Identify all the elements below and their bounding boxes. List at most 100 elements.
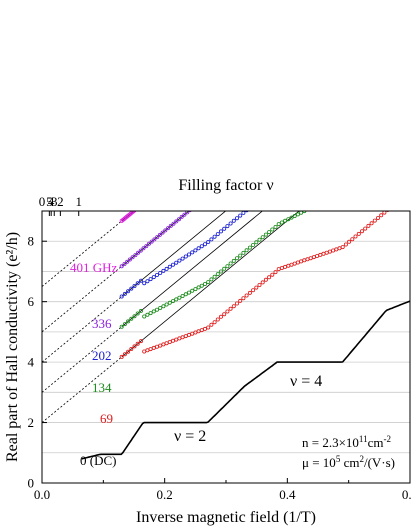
data-point bbox=[209, 322, 214, 327]
data-point bbox=[212, 274, 217, 279]
data-point bbox=[145, 312, 150, 317]
data-point bbox=[199, 328, 204, 333]
top-tick-label: 5 bbox=[46, 194, 53, 209]
data-point bbox=[142, 281, 147, 286]
data-point bbox=[289, 262, 294, 267]
data-point bbox=[299, 259, 304, 264]
data-point bbox=[270, 272, 275, 277]
data-point bbox=[132, 211, 137, 213]
data-point bbox=[174, 219, 179, 224]
data-point bbox=[248, 206, 251, 209]
data-point bbox=[126, 319, 131, 324]
data-point bbox=[318, 252, 323, 257]
extrapolation-line bbox=[42, 220, 122, 287]
data-point bbox=[148, 311, 153, 316]
series-label: 336 bbox=[92, 316, 112, 331]
data-point bbox=[241, 250, 246, 255]
data-point bbox=[231, 218, 236, 223]
y-axis-title: Real part of Hall conductivity (e²/h) bbox=[4, 232, 21, 462]
data-point bbox=[241, 296, 246, 301]
data-point bbox=[359, 229, 364, 234]
top-tick-label: 3 bbox=[51, 194, 58, 209]
data-point bbox=[151, 345, 156, 350]
data-point bbox=[257, 237, 262, 242]
data-point bbox=[196, 285, 201, 290]
classical-line bbox=[121, 211, 227, 297]
data-point bbox=[238, 253, 243, 258]
data-point bbox=[212, 320, 217, 325]
data-point bbox=[183, 292, 188, 297]
data-point bbox=[135, 341, 140, 346]
data-point bbox=[142, 349, 147, 354]
data-point bbox=[312, 205, 315, 208]
y-tick-label: 2 bbox=[28, 415, 35, 430]
top-tick-label: 1 bbox=[75, 194, 82, 209]
density-annotation: n = 2.3×1011cm-2 bbox=[302, 434, 391, 450]
data-point bbox=[129, 286, 134, 291]
data-point bbox=[171, 221, 176, 226]
data-point bbox=[212, 234, 217, 239]
data-point bbox=[206, 239, 211, 244]
data-point bbox=[148, 347, 153, 352]
classical-line bbox=[121, 211, 190, 267]
x-tick-label: 0.0 bbox=[34, 487, 50, 502]
data-point bbox=[234, 301, 239, 306]
data-point bbox=[188, 211, 192, 213]
nu4-label: ν = 4 bbox=[290, 373, 322, 390]
data-point bbox=[286, 263, 291, 268]
data-point bbox=[149, 239, 154, 244]
data-point bbox=[196, 329, 201, 334]
data-point bbox=[228, 306, 233, 311]
data-point bbox=[337, 246, 342, 251]
data-point bbox=[260, 235, 265, 240]
data-point bbox=[135, 207, 138, 210]
data-point bbox=[234, 256, 239, 261]
data-point bbox=[174, 297, 179, 302]
data-point bbox=[353, 234, 358, 239]
data-point bbox=[122, 322, 127, 327]
data-point bbox=[375, 215, 380, 220]
data-point bbox=[292, 213, 297, 218]
data-point bbox=[130, 255, 135, 260]
data-point bbox=[132, 344, 137, 349]
data-point bbox=[152, 237, 157, 242]
data-point bbox=[215, 272, 220, 277]
y-tick-label: 6 bbox=[28, 294, 35, 309]
data-point bbox=[270, 227, 275, 232]
data-point bbox=[190, 288, 195, 293]
data-point bbox=[279, 220, 284, 225]
data-point bbox=[254, 240, 259, 245]
data-point bbox=[225, 224, 230, 229]
data-point bbox=[160, 230, 165, 235]
data-point bbox=[193, 248, 198, 253]
data-point bbox=[340, 245, 345, 250]
x-tick-label: 0.2 bbox=[157, 487, 173, 502]
data-point bbox=[151, 309, 156, 314]
data-point bbox=[228, 261, 233, 266]
data-point bbox=[170, 299, 175, 304]
data-point bbox=[145, 348, 150, 353]
data-point bbox=[252, 203, 255, 206]
classical-line bbox=[121, 211, 263, 328]
data-point bbox=[129, 211, 134, 215]
data-point bbox=[158, 270, 163, 275]
series-labels: 401 GHz 336 202 134 69 0 (DC) bbox=[70, 260, 118, 468]
data-point bbox=[222, 226, 227, 231]
series-label: 0 (DC) bbox=[80, 453, 116, 468]
data-point bbox=[308, 256, 313, 261]
y-tick-label: 0 bbox=[28, 476, 35, 491]
classical-line bbox=[121, 211, 300, 358]
data-point bbox=[273, 270, 278, 275]
data-point bbox=[170, 262, 175, 267]
data-point bbox=[231, 304, 236, 309]
data-point bbox=[279, 265, 284, 270]
data-point bbox=[141, 246, 146, 251]
data-point bbox=[263, 232, 268, 237]
data-point bbox=[183, 254, 188, 259]
data-point bbox=[158, 305, 163, 310]
data-point bbox=[251, 242, 256, 247]
data-point bbox=[154, 344, 159, 349]
data-point bbox=[151, 275, 156, 280]
data-point bbox=[209, 237, 214, 242]
data-point bbox=[135, 281, 140, 286]
